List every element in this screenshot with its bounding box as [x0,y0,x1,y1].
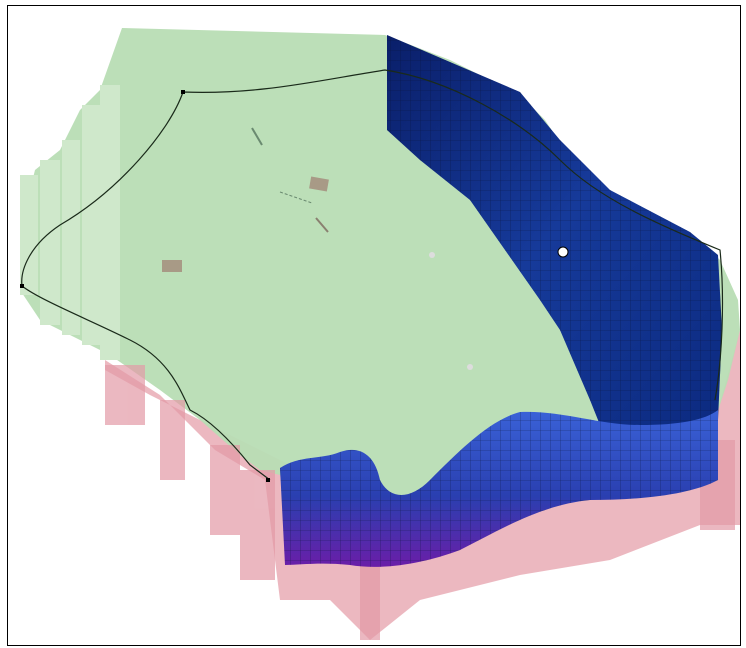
boundary-line [21,69,724,481]
boundary-vertices [20,90,270,482]
cut-wall-mesh [387,35,722,425]
surface-features [162,127,569,370]
lower-layer [105,330,740,640]
edge-steps [20,85,120,360]
cut-front-mesh [280,410,718,567]
